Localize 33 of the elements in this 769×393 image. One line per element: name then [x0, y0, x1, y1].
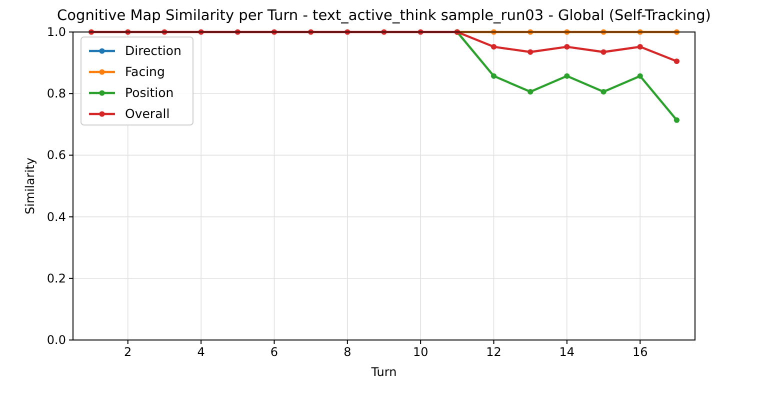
point [674, 117, 680, 123]
y-tick-label: 0.2 [46, 271, 66, 286]
point [564, 73, 570, 79]
x-tick-label: 8 [344, 345, 352, 359]
point [490, 44, 497, 50]
x-tick-label: 6 [270, 345, 278, 359]
point [528, 88, 534, 95]
y-tick-label: 0.6 [46, 148, 66, 162]
legend-label: Facing [125, 64, 165, 79]
point [600, 88, 606, 95]
point [600, 49, 606, 55]
y-tick-label: 0.8 [46, 86, 66, 101]
legend-label: Direction [125, 43, 182, 58]
point [637, 73, 643, 79]
x-tick-label: 16 [632, 345, 648, 359]
chart-title: Cognitive Map Similarity per Turn - text_active_think sample_run03 - Global (Self-Tracking) [57, 8, 711, 24]
y-axis-title: Similarity [23, 158, 37, 214]
x-tick-label: 2 [124, 345, 132, 359]
point [528, 49, 534, 55]
legend-label: Position [125, 85, 174, 100]
point [490, 73, 497, 79]
y-tick-label: 0.0 [46, 333, 66, 347]
x-tick-label: 4 [197, 345, 205, 359]
x-tick-label: 14 [559, 345, 575, 359]
x-axis-title: Turn [370, 365, 397, 379]
x-tick-label: 10 [412, 345, 428, 359]
x-tick-label: 12 [486, 345, 502, 359]
legend-label: Overall [125, 106, 170, 121]
y-tick-label: 1.0 [46, 25, 66, 39]
point [674, 58, 680, 64]
y-tick-label: 0.4 [46, 210, 66, 224]
point [637, 44, 643, 50]
point [564, 44, 570, 50]
